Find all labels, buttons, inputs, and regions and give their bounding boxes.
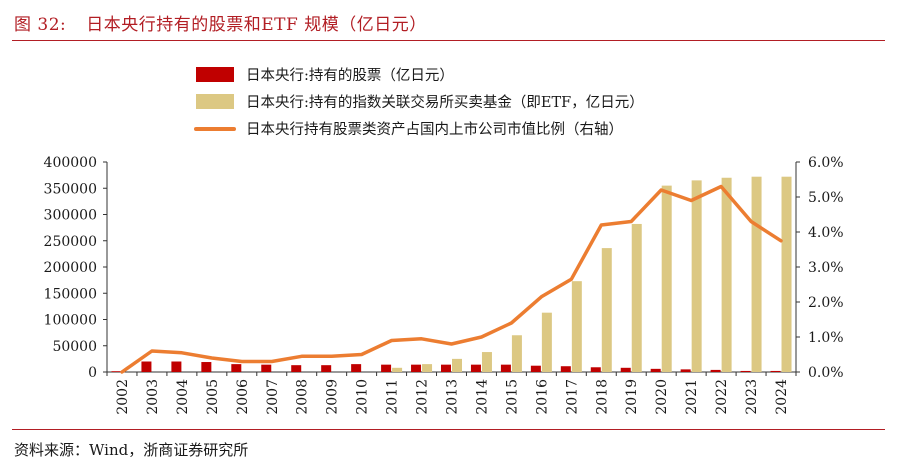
x-tick-label: 2019: [624, 379, 640, 415]
bar-s0-2010: [351, 364, 362, 372]
right-tick-label: 0.0%: [808, 365, 844, 381]
bar-s1-2022: [721, 177, 732, 372]
bar-s0-2003: [141, 361, 152, 372]
legend-label-0: 日本央行:持有的股票（亿日元）: [246, 67, 454, 84]
x-tick-label: 2014: [474, 379, 490, 415]
figure-title-text: 日本央行持有的股票和ETF 规模（亿日元）: [86, 15, 427, 35]
bar-s1-2021: [691, 180, 702, 372]
left-tick-label: 400000: [44, 155, 97, 171]
bar-s1-2013: [452, 358, 462, 372]
bar-s0-2021: [680, 369, 691, 372]
bar-s0-2009: [321, 365, 332, 372]
x-tick-label: 2005: [205, 379, 221, 415]
bar-s0-2018: [590, 367, 601, 372]
right-tick-label: 6.0%: [808, 155, 844, 171]
x-tick-label: 2013: [445, 379, 461, 415]
chart-bars: [111, 176, 792, 372]
bar-s1-2016: [541, 312, 552, 372]
right-tick-label: 5.0%: [808, 190, 844, 206]
bar-s0-2015: [500, 364, 511, 372]
x-tick-label: 2018: [594, 379, 610, 415]
chart-axes: 0 50000 100000 150000 200000 250000 300000 3500…: [44, 155, 844, 415]
line-series-0: [120, 184, 783, 374]
x-tick-label: 2012: [415, 379, 431, 415]
x-tick-label: 2015: [504, 379, 520, 415]
bar-s0-2006: [231, 364, 242, 372]
x-tick-label: 2021: [684, 379, 700, 415]
chart: 日本央行:持有的股票（亿日元） 日本央行:持有的指数关联交易所买卖基金（即ETF，…: [44, 67, 844, 415]
bar-s0-2019: [620, 367, 631, 372]
x-tick-label: 2017: [564, 379, 580, 415]
right-tick-label: 2.0%: [808, 295, 844, 311]
bar-s0-2007: [261, 364, 272, 372]
x-tick-label: 2022: [714, 379, 730, 415]
bar-s1-2020: [661, 185, 672, 372]
left-tick-label: 100000: [44, 313, 97, 329]
bar-s1-2012: [422, 364, 433, 372]
left-tick-label: 200000: [44, 260, 97, 276]
bar-s1-2018: [601, 248, 612, 372]
x-tick-label: 2008: [295, 379, 311, 415]
bar-s1-2011: [392, 367, 403, 372]
bar-s0-2023: [740, 370, 751, 372]
bar-s0-2013: [441, 364, 451, 372]
bar-s0-2024: [770, 370, 781, 372]
x-tick-label: 2024: [774, 379, 790, 415]
right-tick-label: 4.0%: [808, 225, 844, 241]
bar-s0-2022: [710, 369, 721, 372]
chart-line: [120, 184, 783, 374]
bar-s1-2024: [781, 176, 792, 372]
left-tick-label: 50000: [52, 339, 97, 355]
legend-swatch-0: [196, 67, 234, 82]
left-tick-label: 350000: [44, 181, 97, 197]
right-tick-label: 1.0%: [808, 330, 844, 346]
x-tick-label: 2010: [355, 379, 371, 415]
bottom-divider: [12, 429, 885, 430]
legend-label-2: 日本央行持有股票类资产占国内上市公司市值比例（右轴）: [246, 121, 623, 138]
bar-s0-2004: [171, 361, 182, 372]
figure-title: 图 32: 日本央行持有的股票和ETF 规模（亿日元）: [14, 10, 427, 35]
chart-legend: 日本央行:持有的股票（亿日元） 日本央行:持有的指数关联交易所买卖基金（即ETF，…: [194, 67, 644, 138]
x-tick-label: 2011: [385, 379, 401, 415]
legend-label-1: 日本央行:持有的指数关联交易所买卖基金（即ETF，亿日元）: [246, 93, 644, 111]
left-tick-label: 250000: [44, 234, 97, 250]
x-tick-label: 2023: [744, 379, 760, 415]
bar-s1-2023: [751, 176, 762, 372]
bar-s0-2011: [381, 364, 392, 372]
left-tick-label: 0: [88, 365, 97, 381]
bar-s1-2017: [571, 281, 582, 372]
right-tick-label: 3.0%: [808, 260, 844, 276]
x-tick-label: 2003: [145, 379, 161, 415]
bar-s1-2015: [511, 335, 522, 372]
figure-number: 图 32:: [14, 15, 67, 35]
left-tick-label: 150000: [44, 286, 97, 302]
bar-s0-2017: [560, 366, 571, 372]
bar-s0-2020: [650, 368, 661, 372]
x-tick-label: 2004: [175, 379, 191, 415]
figure-source: 资料来源：Wind，浙商证券研究所: [14, 441, 249, 459]
x-tick-label: 2006: [235, 379, 251, 415]
bar-s1-2019: [631, 223, 642, 372]
x-tick-label: 2002: [115, 379, 131, 415]
x-tick-label: 2020: [654, 379, 670, 415]
x-tick-label: 2016: [534, 379, 550, 415]
bar-s0-2014: [470, 364, 481, 372]
bar-s0-2016: [530, 365, 541, 372]
bar-s0-2002: [111, 371, 122, 372]
left-tick-label: 300000: [44, 208, 97, 224]
bar-s1-2014: [481, 352, 492, 372]
bar-s0-2012: [411, 364, 422, 372]
bar-s0-2005: [201, 362, 212, 372]
bar-s0-2008: [291, 365, 302, 372]
x-tick-label: 2009: [325, 379, 341, 415]
x-tick-label: 2007: [265, 379, 281, 415]
top-divider: [12, 40, 885, 41]
legend-swatch-1: [196, 94, 234, 109]
